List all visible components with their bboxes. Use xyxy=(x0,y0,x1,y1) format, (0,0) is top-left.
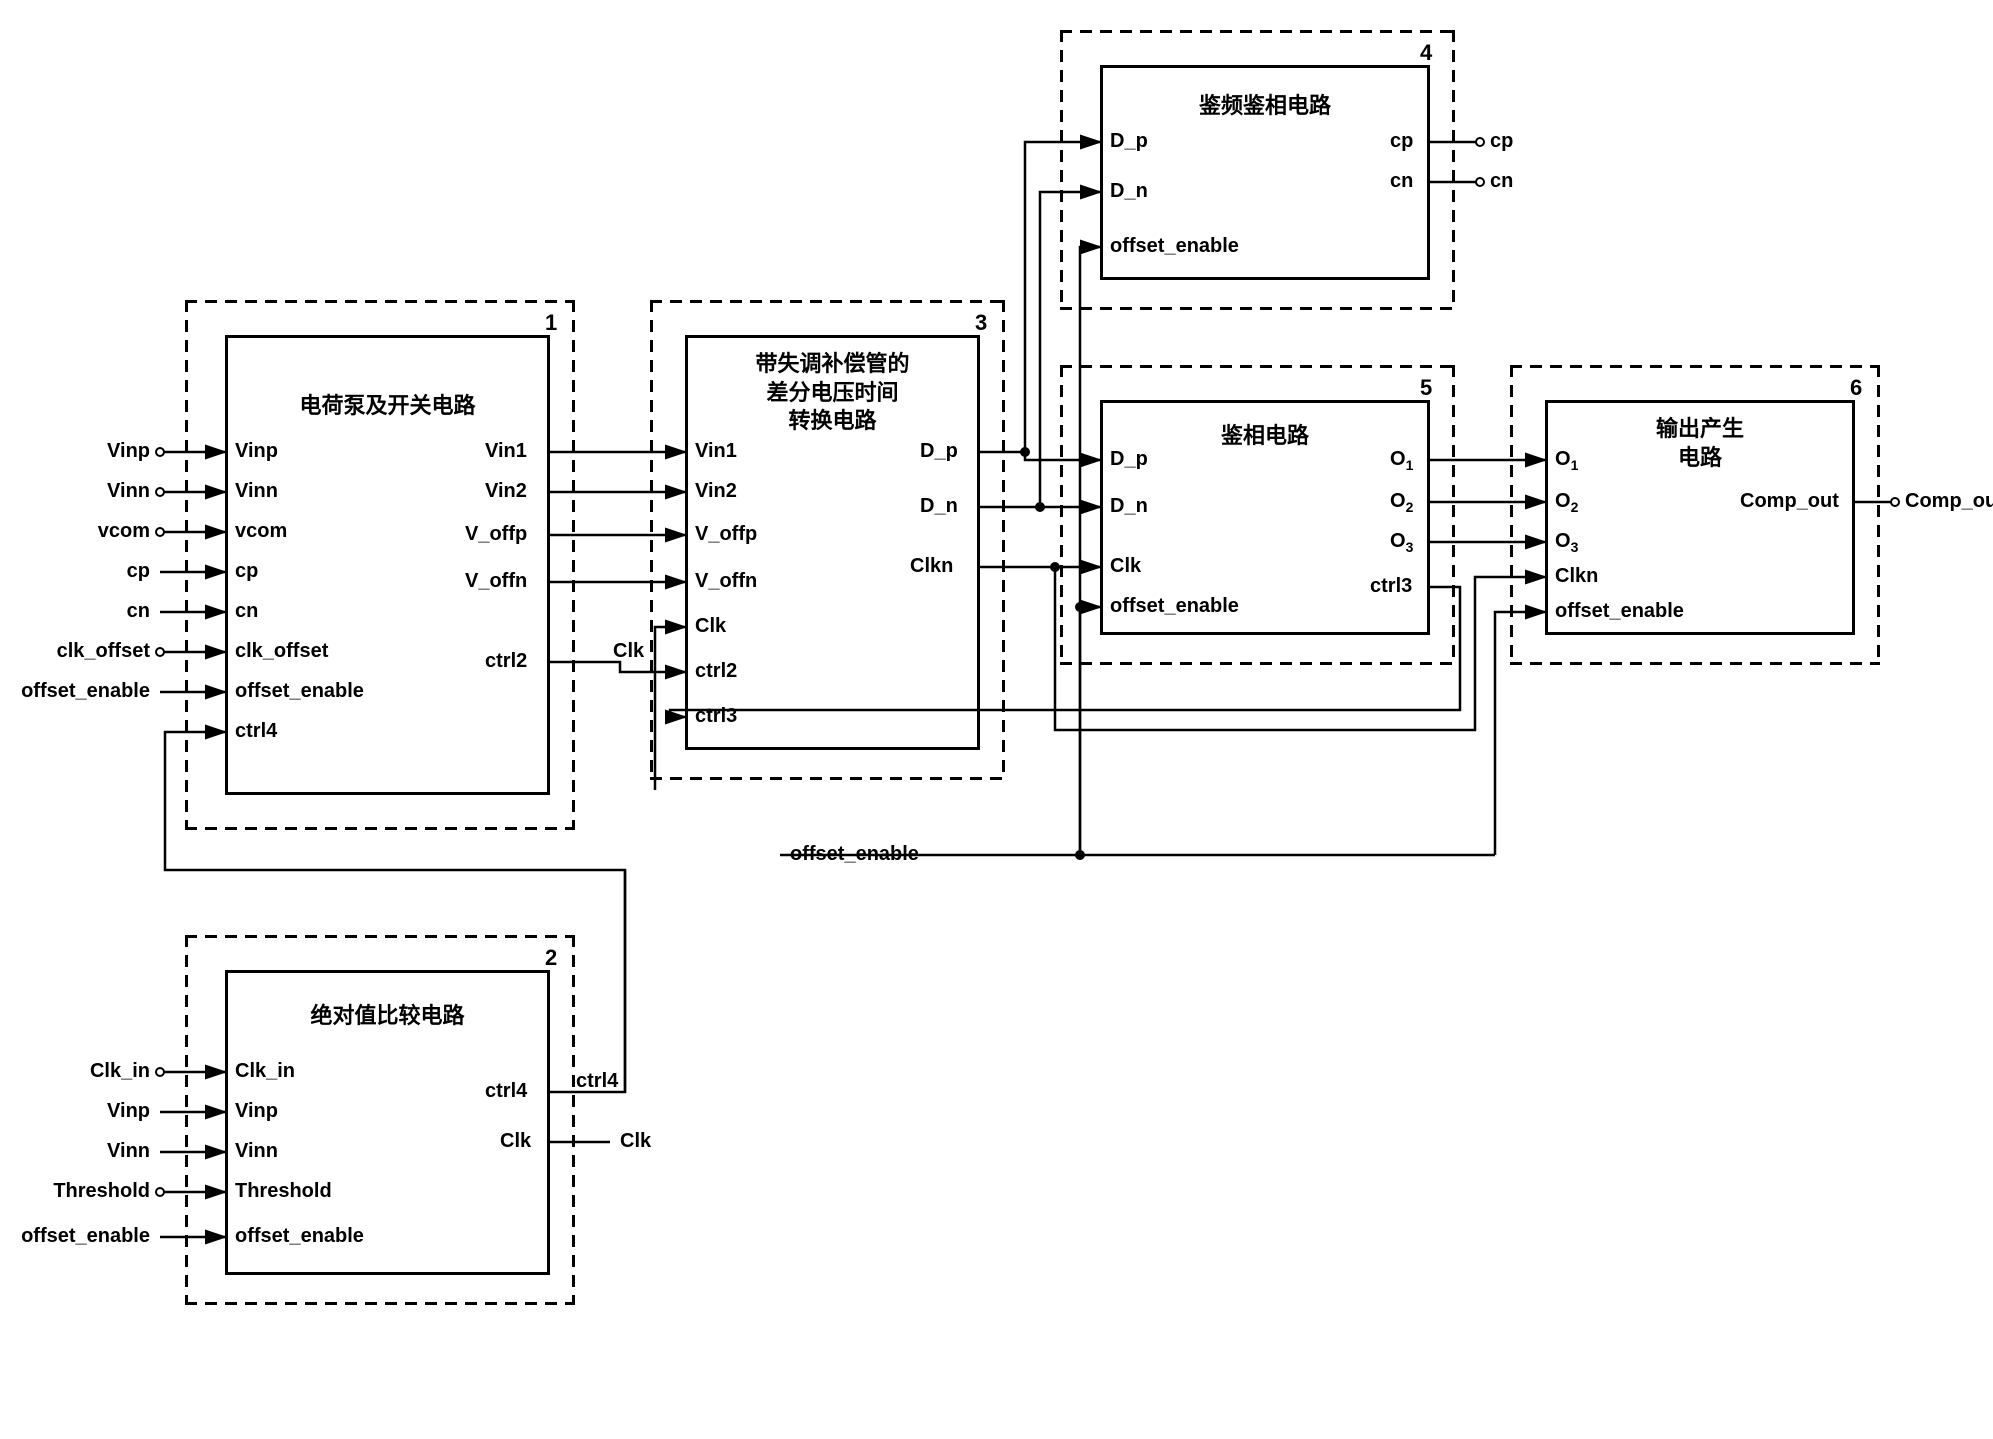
b1-ext-offen: offset_enable xyxy=(0,680,150,703)
dot-offen2 xyxy=(1075,602,1085,612)
sig-clk: Clk xyxy=(620,1130,651,1153)
b4-ext-cn: cn xyxy=(1490,170,1513,193)
block6-number: 6 xyxy=(1850,375,1862,401)
b1-out-voffp: V_offp xyxy=(465,523,527,546)
b2-ext-clkin: Clk_in xyxy=(70,1060,150,1083)
b1-ext-vcom: vcom xyxy=(80,520,150,543)
block3-number: 3 xyxy=(975,310,987,336)
b6-pin-o1: O1 xyxy=(1555,448,1578,473)
dot-dn xyxy=(1035,502,1045,512)
b2-out-ctrl4: ctrl4 xyxy=(485,1080,527,1103)
sig-clk2: Clk xyxy=(613,640,644,663)
b2-pin-clkin: Clk_in xyxy=(235,1060,295,1083)
b3-pin-vin2: Vin2 xyxy=(695,480,737,503)
b2-out-clk: Clk xyxy=(500,1130,531,1153)
b6-pin-clkn: Clkn xyxy=(1555,565,1598,588)
b6-pin-offen: offset_enable xyxy=(1555,600,1684,623)
b4-pin-dp: D_p xyxy=(1110,130,1148,153)
b6-out-compout: Comp_out xyxy=(1740,490,1839,513)
hd-comp xyxy=(1890,497,1900,507)
b6-pin-o2: O2 xyxy=(1555,490,1578,515)
b1-pin-vinn: Vinn xyxy=(235,480,278,503)
b5-pin-clk: Clk xyxy=(1110,555,1141,578)
dot-offen1 xyxy=(1075,850,1085,860)
b2-pin-thresh: Threshold xyxy=(235,1180,332,1203)
b5-pin-dn: D_n xyxy=(1110,495,1148,518)
hd-2 xyxy=(155,487,165,497)
b5-out-ctrl3: ctrl3 xyxy=(1370,575,1412,598)
b5-out-o2: O2 xyxy=(1390,490,1413,515)
b1-ext-cn: cn xyxy=(110,600,150,623)
b1-pin-vcom: vcom xyxy=(235,520,287,543)
b1-ext-vinn: Vinn xyxy=(80,480,150,503)
b3-pin-voffn: V_offn xyxy=(695,570,757,593)
b5-out-o3: O3 xyxy=(1390,530,1413,555)
dot-clkn xyxy=(1050,562,1060,572)
b3-pin-voffp: V_offp xyxy=(695,523,757,546)
block5-number: 5 xyxy=(1420,375,1432,401)
block4-number: 4 xyxy=(1420,40,1432,66)
sig-ctrl4: ctrl4 xyxy=(576,1070,618,1093)
block5-title: 鉴相电路 xyxy=(1103,418,1427,450)
b1-ext-clkoffset: clk_offset xyxy=(40,640,150,663)
b2-ext-vinn: Vinn xyxy=(85,1140,150,1163)
b1-out-vin1: Vin1 xyxy=(485,440,527,463)
b2-pin-vinn: Vinn xyxy=(235,1140,278,1163)
block2-number: 2 xyxy=(545,945,557,971)
block3-title: 带失调补偿管的 差分电压时间 转换电路 xyxy=(688,350,977,436)
b1-out-ctrl2: ctrl2 xyxy=(485,650,527,673)
b1-pin-cn: cn xyxy=(235,600,258,623)
b1-pin-clkoffset: clk_offset xyxy=(235,640,328,663)
b4-pin-dn: D_n xyxy=(1110,180,1148,203)
b3-pin-ctrl3: ctrl3 xyxy=(695,705,737,728)
hd-cp xyxy=(1475,137,1485,147)
b1-out-voffn: V_offn xyxy=(465,570,527,593)
b3-pin-ctrl2: ctrl2 xyxy=(695,660,737,683)
b4-out-cn: cn xyxy=(1390,170,1413,193)
b1-out-vin2: Vin2 xyxy=(485,480,527,503)
block2-title: 绝对值比较电路 xyxy=(228,998,547,1030)
b5-pin-offen: offset_enable xyxy=(1110,595,1239,618)
sig-offen: offset_enable xyxy=(790,843,919,866)
b3-out-clkn: Clkn xyxy=(910,555,953,578)
b1-pin-offen: offset_enable xyxy=(235,680,364,703)
b2-ext-offen: offset_enable xyxy=(0,1225,150,1248)
hd-9 xyxy=(155,1187,165,1197)
b3-out-dp: D_p xyxy=(920,440,958,463)
b3-out-dn: D_n xyxy=(920,495,958,518)
b5-out-o1: O1 xyxy=(1390,448,1413,473)
b1-pin-cp: cp xyxy=(235,560,258,583)
block1-number: 1 xyxy=(545,310,557,336)
b5-pin-dp: D_p xyxy=(1110,448,1148,471)
block6-title: 输出产生 电路 xyxy=(1548,415,1852,472)
b2-pin-vinp: Vinp xyxy=(235,1100,278,1123)
dot-dp xyxy=(1020,447,1030,457)
hd-6 xyxy=(155,647,165,657)
hd-1 xyxy=(155,447,165,457)
b3-pin-clk: Clk xyxy=(695,615,726,638)
b2-pin-offen: offset_enable xyxy=(235,1225,364,1248)
block4-title: 鉴频鉴相电路 xyxy=(1103,88,1427,120)
hd-8 xyxy=(155,1067,165,1077)
hd-3 xyxy=(155,527,165,537)
b4-pin-offen: offset_enable xyxy=(1110,235,1239,258)
b1-pin-vinp: Vinp xyxy=(235,440,278,463)
b2-ext-vinp: Vinp xyxy=(85,1100,150,1123)
hd-cn xyxy=(1475,177,1485,187)
b1-ext-vinp: Vinp xyxy=(80,440,150,463)
b2-ext-thresh: Threshold xyxy=(30,1180,150,1203)
b1-ext-cp: cp xyxy=(110,560,150,583)
b6-ext-compout: Comp_out xyxy=(1905,490,1993,513)
b4-ext-cp: cp xyxy=(1490,130,1513,153)
b4-out-cp: cp xyxy=(1390,130,1413,153)
b6-pin-o3: O3 xyxy=(1555,530,1578,555)
b1-pin-ctrl4: ctrl4 xyxy=(235,720,277,743)
block1-title: 电荷泵及开关电路 xyxy=(228,388,547,420)
b3-pin-vin1: Vin1 xyxy=(695,440,737,463)
